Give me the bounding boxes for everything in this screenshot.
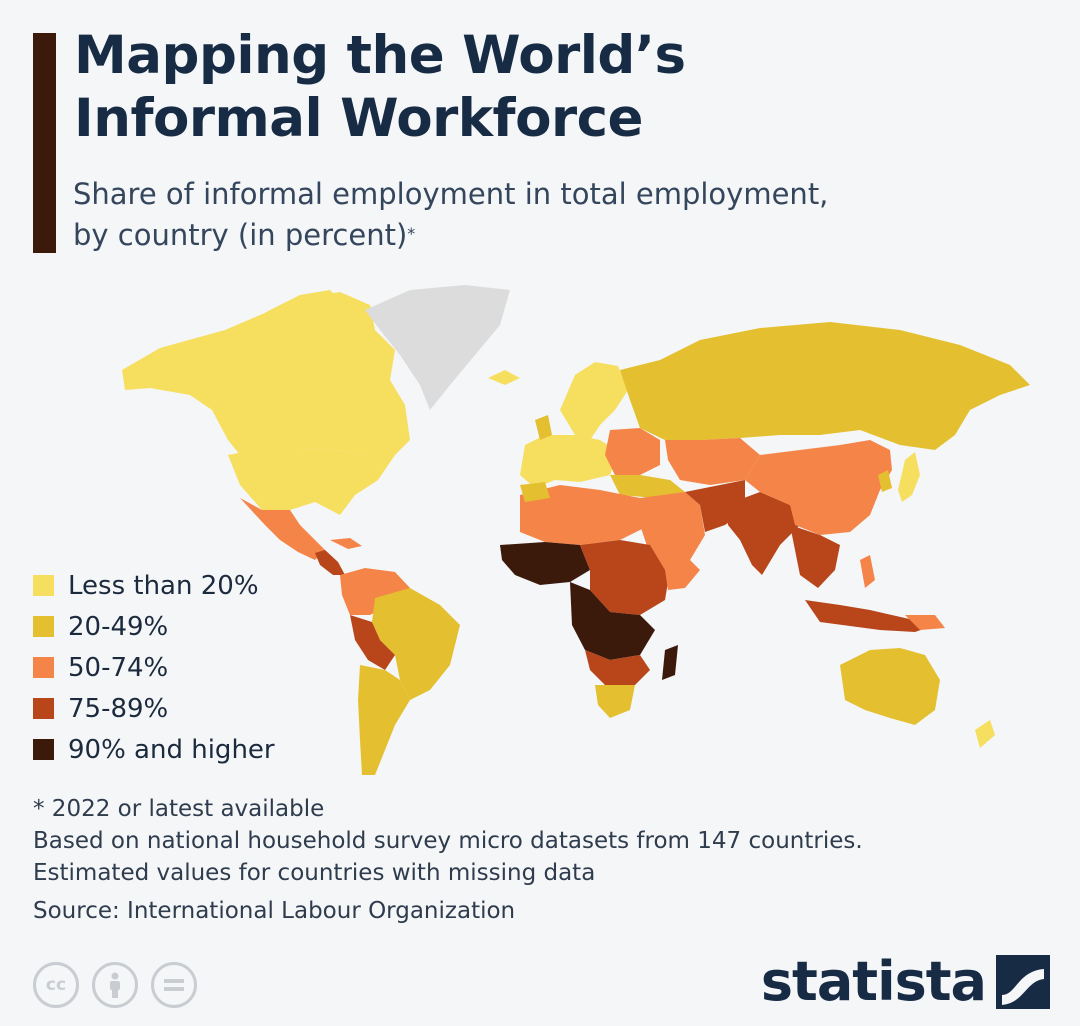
region-balkans-turkey (610, 475, 685, 498)
source-note: Source: International Labour Organizatio… (33, 898, 516, 924)
cc-icon[interactable]: cc (33, 962, 79, 1008)
region-central-africa (580, 540, 670, 615)
legend-label: 50-74% (68, 652, 169, 683)
region-scandinavia (560, 362, 628, 440)
region-central-america (315, 550, 345, 575)
region-madagascar (662, 645, 678, 680)
legend-swatch (33, 698, 54, 719)
subtitle-line-1: Share of informal employment in total em… (73, 177, 829, 211)
legend-item: 50-74% (33, 647, 275, 688)
region-arctic-islands (235, 290, 345, 335)
legend-swatch (33, 575, 54, 596)
subtitle-line-2: by country (in percent) (73, 218, 408, 252)
statista-brand[interactable]: statista (761, 952, 1050, 1012)
region-morocco (520, 482, 550, 502)
footnote: * 2022 or latest available (33, 796, 325, 822)
region-australia (840, 648, 940, 725)
region-canada-alaska (122, 292, 410, 455)
region-greenland (365, 285, 510, 410)
title-line-2: Informal Workforce (74, 88, 644, 149)
subtitle: Share of informal employment in total em… (73, 174, 828, 256)
region-horn-of-africa (650, 545, 700, 590)
brand-wordmark: statista (760, 950, 987, 1013)
legend-swatch (33, 616, 54, 637)
region-congo-basin (570, 582, 655, 660)
region-usa (228, 448, 395, 515)
region-mexico (240, 498, 325, 560)
region-mainland-southeast-asia (790, 525, 840, 588)
region-north-africa (520, 485, 650, 545)
region-india (725, 492, 800, 575)
legend-label: 20-49% (68, 611, 169, 642)
region-korea (878, 470, 892, 492)
region-new-zealand (975, 720, 995, 748)
basis-note-line-2: Estimated values for countries with miss… (33, 860, 596, 886)
region-indonesia (805, 600, 935, 632)
region-russia (620, 322, 1030, 450)
subtitle-footnote-marker: * (407, 224, 416, 243)
statista-logo-icon (996, 955, 1050, 1009)
region-papua (905, 615, 945, 630)
legend-item: 90% and higher (33, 729, 275, 770)
legend-label: 75-89% (68, 693, 169, 724)
region-eastern-europe (605, 428, 660, 475)
region-west-africa (500, 542, 590, 585)
legend-label: 90% and higher (68, 734, 275, 765)
region-brazil (372, 588, 460, 700)
legend: Less than 20% 20-49% 50-74% 75-89% 90% a… (33, 565, 275, 770)
license-icons: cc (33, 962, 197, 1008)
attribution-icon[interactable] (92, 962, 138, 1008)
region-iceland (488, 370, 520, 385)
region-philippines (860, 555, 875, 588)
legend-swatch (33, 739, 54, 760)
basis-note-line-1: Based on national household survey micro… (33, 828, 863, 854)
region-uk-ireland (535, 415, 552, 440)
region-western-europe (520, 435, 618, 488)
region-japan (898, 452, 920, 502)
legend-label: Less than 20% (68, 570, 259, 601)
region-southern-cone (358, 665, 410, 775)
region-caribbean (330, 538, 362, 549)
legend-swatch (33, 657, 54, 678)
no-derivatives-icon[interactable] (151, 962, 197, 1008)
legend-item: Less than 20% (33, 565, 275, 606)
page-title: Mapping the World’s Informal Workforce (74, 24, 686, 150)
legend-item: 20-49% (33, 606, 275, 647)
legend-item: 75-89% (33, 688, 275, 729)
region-bolivia-peru (350, 615, 395, 670)
world-map (122, 285, 1030, 775)
region-southern-africa-mid (585, 650, 650, 685)
region-china-mongolia (745, 440, 892, 535)
notes: * 2022 or latest available Based on nati… (33, 793, 863, 927)
region-south-africa (595, 685, 635, 718)
accent-bar (33, 33, 56, 253)
title-line-1: Mapping the World’s (74, 25, 686, 86)
region-central-asia (665, 438, 760, 485)
